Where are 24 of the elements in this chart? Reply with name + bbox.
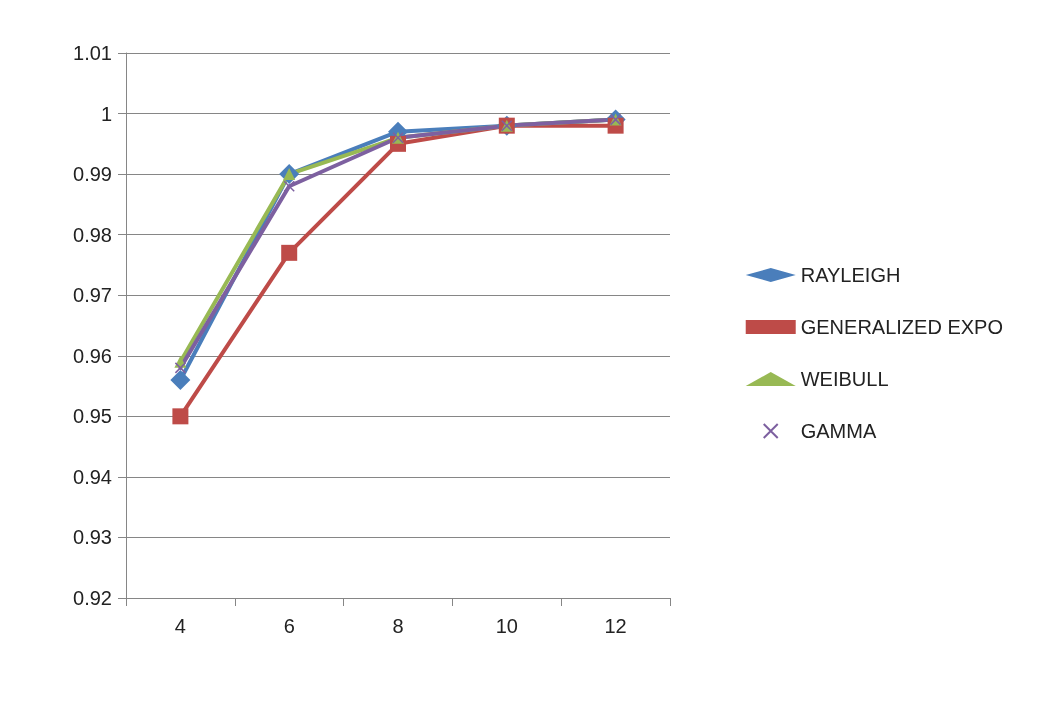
y-tick-label: 0.96	[73, 344, 112, 367]
point	[170, 370, 191, 390]
legend-label: GAMMA	[800, 420, 877, 442]
y-tick-label: 0.95	[73, 405, 112, 428]
point	[172, 408, 189, 425]
y-tick-label: 1.01	[73, 42, 112, 64]
x-tick-label: 8	[392, 615, 404, 637]
legend-label: WEIBULL	[800, 368, 889, 390]
legend-label: GENERALIZED EXPO	[800, 316, 1004, 338]
x-tick-label: 10	[495, 615, 518, 637]
point	[283, 180, 295, 192]
y-tick-label: 1	[100, 102, 112, 125]
legend-label: RAYLEIGH	[800, 264, 901, 286]
x-tick-label: 6	[283, 615, 295, 637]
y-tick-label: 0.97	[73, 284, 112, 307]
x-tick-label: 12	[604, 615, 627, 637]
point	[281, 244, 298, 261]
point	[174, 362, 187, 374]
y-tick-label: 0.93	[73, 526, 112, 549]
y-tick-label: 0.94	[73, 465, 112, 488]
y-tick-label: 0.98	[73, 223, 112, 246]
x-tick-label: 4	[174, 615, 186, 637]
y-tick-label: 0.92	[73, 587, 112, 609]
y-tick-label: 0.99	[73, 163, 112, 186]
